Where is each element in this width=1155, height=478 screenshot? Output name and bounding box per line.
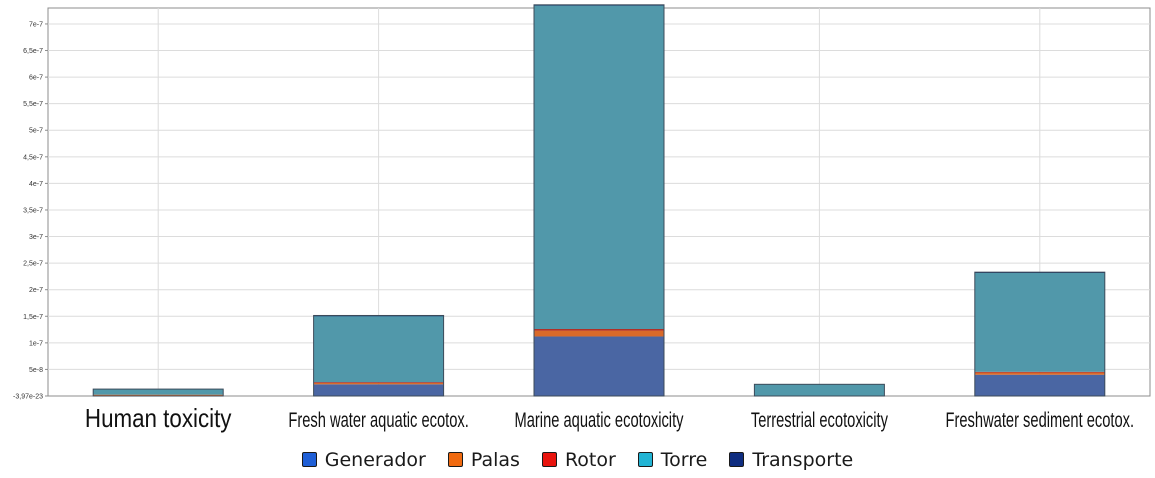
bar-segment-palas — [974, 372, 1105, 375]
y-tick-label: 5e-8 — [29, 367, 43, 374]
y-tick-label: 4,5e-7 — [23, 154, 43, 161]
x-category-label: Fresh water aquatic ecotox. — [288, 408, 468, 431]
bar-segment-generador — [313, 384, 444, 396]
y-tick-label: 3,5e-7 — [23, 207, 43, 214]
bar-segment-torre — [754, 384, 885, 396]
legend-item: Rotor — [541, 448, 616, 471]
legend: Generador Palas Rotor Torre Transporte — [0, 446, 1155, 473]
y-tick-label: 3e-7 — [29, 234, 43, 241]
legend-label: Torre — [660, 448, 708, 471]
legend-swatch — [729, 452, 745, 467]
y-tick-label: -3,97e-23 — [13, 394, 43, 401]
legend-label: Transporte — [752, 448, 854, 471]
bar-segment-torre — [974, 272, 1105, 372]
legend-label: Palas — [470, 448, 520, 471]
legend-swatch — [637, 452, 653, 467]
bar-segment-torre — [534, 5, 664, 330]
y-tick-label: 4e-7 — [29, 181, 43, 188]
bar-segment-torre — [313, 315, 444, 383]
y-tick-label: 1e-7 — [29, 340, 43, 347]
y-tick-label: 5,5e-7 — [23, 101, 43, 108]
legend-label: Generador — [324, 448, 426, 471]
y-tick-label: 1,5e-7 — [23, 314, 43, 321]
bar-outline — [313, 314, 445, 397]
legend-label: Rotor — [564, 448, 616, 471]
y-tick-label: 7e-7 — [29, 21, 43, 28]
bar-segment-palas — [93, 394, 224, 396]
bar-outline — [92, 388, 224, 397]
bar-outline — [753, 383, 885, 397]
bar-segment-palas — [313, 382, 444, 385]
bar-segment-rotor — [313, 382, 444, 383]
legend-item: Transporte — [729, 449, 853, 471]
x-category-label: Terrestrial ecotoxicity — [751, 408, 889, 431]
y-tick-label: 5e-7 — [29, 128, 43, 135]
y-tick-label: 2e-7 — [29, 287, 43, 294]
x-category-label: Freshwater sediment ecotox. — [946, 408, 1135, 431]
bar-segment-generador — [534, 336, 664, 396]
legend-swatch — [541, 452, 557, 467]
legend-swatch — [447, 452, 463, 467]
bar-outline — [533, 4, 665, 397]
legend-item: Torre — [637, 448, 708, 471]
legend-swatch — [301, 452, 317, 467]
x-category-label: Marine aquatic ecotoxicity — [515, 408, 685, 431]
y-tick-label: 6,5e-7 — [23, 48, 43, 55]
bar-segment-rotor — [534, 329, 664, 331]
y-tick-label: 6e-7 — [29, 75, 43, 82]
bar-outline — [974, 271, 1106, 397]
bar-segment-torre — [93, 389, 224, 395]
x-category-label: Human toxicity — [85, 404, 232, 433]
bar-segment-generador — [974, 374, 1105, 396]
bar-segment-palas — [534, 330, 664, 337]
legend-item: Palas — [447, 448, 520, 471]
y-tick-label: 2,5e-7 — [23, 261, 43, 268]
legend-item: Generador — [301, 448, 426, 471]
bar-segment-rotor — [974, 371, 1105, 373]
